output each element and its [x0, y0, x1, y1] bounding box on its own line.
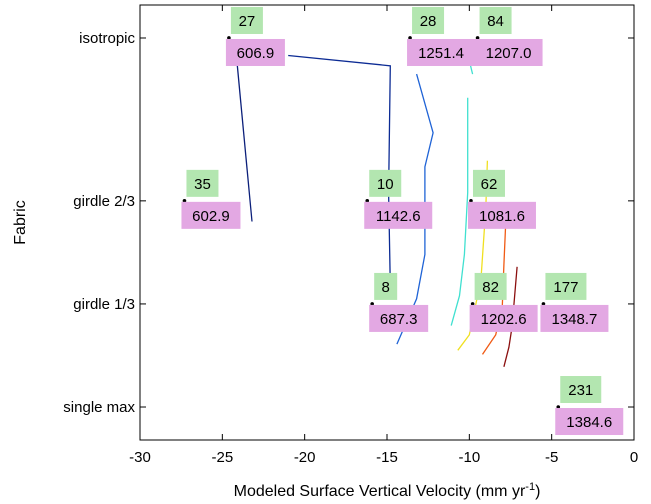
- count-label: 35: [194, 176, 211, 193]
- x-tick-label: -25: [211, 449, 233, 466]
- value-label-box: [407, 38, 476, 66]
- count-label-box: [479, 6, 512, 34]
- count-label-box: [474, 272, 507, 300]
- value-label: 687.3: [380, 311, 418, 328]
- count-label-box: [412, 6, 445, 34]
- point-annotations: 27 606.9 28 1251.4 84 1207.0 35 602.9 10 1142.6 62…: [181, 6, 624, 436]
- series-line-5: [450, 97, 469, 326]
- x-tick-label: -10: [458, 449, 480, 466]
- point-markers: [182, 36, 561, 409]
- count-label: 231: [568, 382, 593, 399]
- data-point: [408, 36, 412, 40]
- count-label: 8: [382, 279, 390, 296]
- data-point: [475, 36, 480, 40]
- value-label-box: [469, 304, 538, 332]
- value-label: 1081.6: [479, 208, 525, 225]
- x-tick-label: -15: [376, 449, 398, 466]
- x-tick-label: -5: [545, 449, 558, 466]
- x-tick-label: 0: [630, 449, 638, 466]
- series-line-2: [288, 54, 391, 286]
- value-label: 602.9: [192, 208, 230, 225]
- data-point: [365, 199, 370, 203]
- value-label-box: [467, 201, 536, 229]
- count-label: 82: [482, 279, 499, 296]
- count-label-box: [374, 272, 398, 300]
- x-tick-label: -20: [294, 449, 316, 466]
- series-line-1: [234, 46, 253, 222]
- count-label-box: [369, 169, 402, 197]
- value-label: 1142.6: [376, 208, 421, 225]
- count-label: 27: [239, 13, 256, 30]
- count-label-box: [545, 272, 587, 300]
- x-axis-title: Modeled Surface Vertical Velocity (mm yr…: [234, 481, 541, 500]
- count-label-box: [230, 6, 263, 34]
- y-tick-label: girdle 2/3: [73, 193, 135, 210]
- value-label-box: [369, 304, 429, 332]
- x-axis-title-close: ): [535, 483, 540, 500]
- count-label: 84: [487, 13, 504, 30]
- data-point: [556, 405, 561, 409]
- x-tick-label: -30: [129, 449, 151, 466]
- count-label: 177: [553, 279, 578, 296]
- value-label-box: [540, 304, 609, 332]
- value-label: 606.9: [237, 45, 275, 62]
- value-label: 1207.0: [486, 45, 532, 62]
- data-point: [182, 199, 187, 203]
- y-tick-label: girdle 1/3: [73, 296, 135, 313]
- value-label: 1384.6: [566, 414, 612, 431]
- value-label: 1251.4: [418, 45, 464, 62]
- x-axis-title-main: Modeled Surface Vertical Velocity (mm yr: [234, 483, 526, 500]
- data-point: [469, 199, 473, 203]
- y-tick-label: single max: [63, 399, 135, 416]
- count-label: 62: [481, 176, 498, 193]
- data-point: [370, 302, 374, 306]
- y-tick-label: isotropic: [79, 30, 135, 47]
- data-point: [470, 302, 475, 306]
- axes: -30 -25 -20 -15 -10 -5 0 isotropic girdle 2/3 gir…: [63, 5, 638, 466]
- value-label-box: [474, 38, 543, 66]
- count-label: 28: [420, 13, 437, 30]
- data-point: [227, 36, 231, 40]
- count-label-box: [560, 376, 602, 404]
- count-label-box: [472, 169, 505, 197]
- data-point: [541, 302, 546, 306]
- count-label: 10: [377, 176, 394, 193]
- value-label-box: [555, 408, 624, 436]
- y-axis-title: Fabric: [12, 200, 29, 244]
- value-label-box: [181, 201, 241, 229]
- x-axis-title-superscript: -1: [525, 481, 535, 493]
- value-label: 1348.7: [551, 311, 597, 328]
- value-label-box: [225, 38, 285, 66]
- value-label-box: [364, 201, 433, 229]
- count-label-box: [186, 169, 219, 197]
- value-label: 1202.6: [481, 311, 527, 328]
